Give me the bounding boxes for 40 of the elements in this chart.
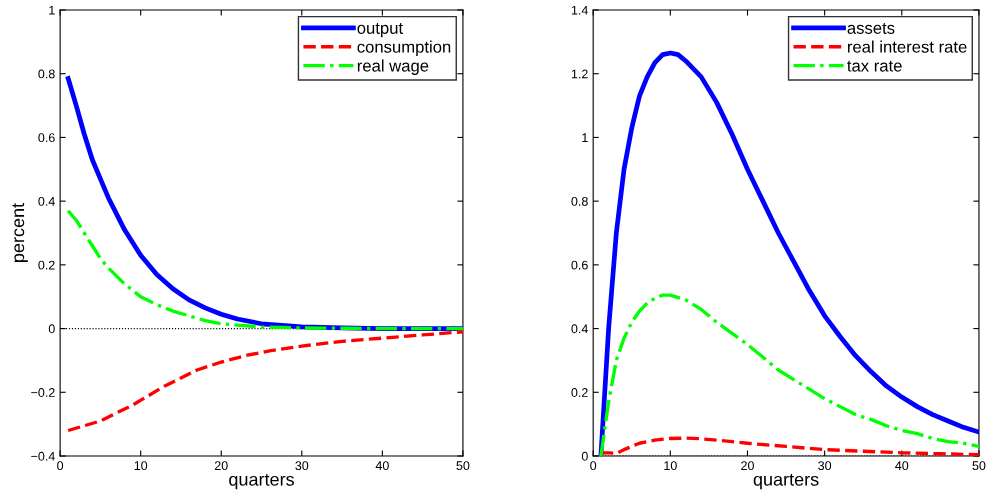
x-tick-label: 10 bbox=[134, 461, 148, 471]
y-tick-label: 0 bbox=[48, 324, 55, 334]
y-tick-label: 0.2 bbox=[571, 388, 588, 397]
y-tick-label: 0.6 bbox=[38, 133, 55, 143]
legend-label: assets bbox=[847, 22, 895, 34]
y-tick-label: −0.4 bbox=[31, 451, 55, 461]
x-axis-title: quarters bbox=[753, 473, 819, 490]
y-tick-label: 0.8 bbox=[571, 196, 588, 206]
y-tick-label: 1 bbox=[49, 5, 55, 15]
y-tick-label: 0.6 bbox=[571, 260, 588, 270]
x-tick-label: 10 bbox=[664, 461, 677, 471]
x-tick-label: 0 bbox=[57, 461, 64, 471]
x-tick-label: 40 bbox=[375, 461, 389, 471]
line-series bbox=[599, 293, 979, 456]
x-tick-label: 20 bbox=[741, 461, 754, 471]
x-tick-label: 20 bbox=[214, 461, 228, 471]
line-series bbox=[66, 209, 463, 331]
y-tick-label: 0.2 bbox=[38, 260, 55, 270]
legend-label: real wage bbox=[357, 59, 429, 75]
y-tick-label: 0 bbox=[581, 451, 588, 461]
legend-label: real interest rate bbox=[847, 40, 967, 53]
y-tick-label: 0.8 bbox=[38, 69, 55, 79]
y-tick-label: 1.2 bbox=[571, 69, 588, 79]
x-tick-label: 40 bbox=[895, 461, 909, 471]
x-tick-label: 30 bbox=[818, 461, 832, 471]
y-tick-label: 0.4 bbox=[38, 196, 55, 206]
x-tick-label: 0 bbox=[590, 461, 597, 471]
line-series bbox=[66, 330, 463, 433]
x-tick-label: 30 bbox=[295, 461, 309, 471]
x-axis-title: quarters bbox=[229, 473, 294, 490]
x-tick-label: 50 bbox=[456, 461, 470, 471]
legend-label: tax rate bbox=[847, 60, 902, 72]
y-tick-label: 1.4 bbox=[571, 5, 588, 15]
legend-label: consumption bbox=[357, 40, 451, 57]
legend-label: output bbox=[357, 22, 403, 38]
y-tick-label: −0.2 bbox=[31, 388, 55, 397]
y-tick-label: 0.4 bbox=[571, 324, 588, 334]
x-tick-label: 50 bbox=[972, 461, 986, 471]
y-tick-label: 1 bbox=[582, 133, 588, 142]
y-axis-title: percent bbox=[12, 203, 28, 262]
